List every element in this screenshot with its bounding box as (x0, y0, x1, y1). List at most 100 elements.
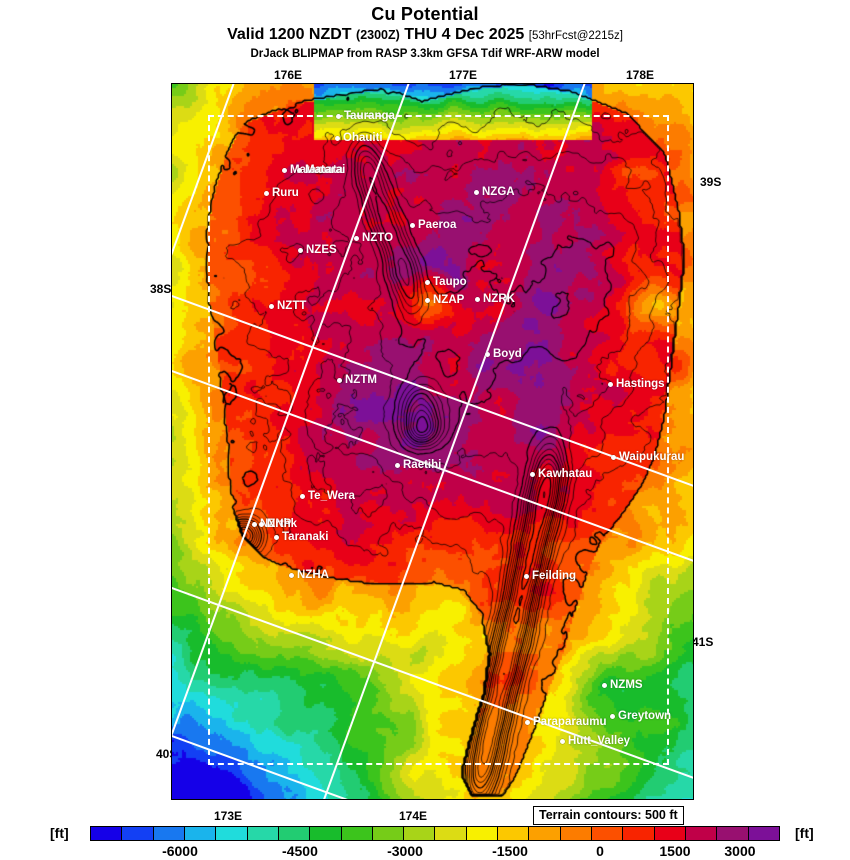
station-dot-icon (282, 168, 287, 173)
cu-potential-raster (172, 84, 693, 799)
station-label: NZTO (362, 232, 394, 244)
colorbar-unit-left: [ft] (50, 825, 69, 841)
colorbar-tick--3000: -3000 (387, 843, 423, 859)
colorbar-segment-21 (748, 827, 779, 840)
station-dot-icon (425, 298, 430, 303)
station-label: Feilding (532, 570, 577, 582)
colorbar-segment-13 (498, 827, 530, 840)
colorbar[interactable] (90, 826, 780, 841)
station-label: Tauranga (344, 110, 395, 122)
valid-time-prefix: Valid 1200 NZDT (227, 26, 352, 43)
station-dot-icon (264, 191, 269, 196)
colorbar-segment-10 (404, 827, 436, 840)
colorbar-segment-15 (560, 827, 592, 840)
station-label: Paeroa (418, 219, 457, 231)
valid-time-utc: (2300Z) (356, 28, 400, 42)
station-label: Taranaki (282, 531, 329, 543)
station-label: Taupo (433, 276, 467, 288)
model-domain-box (208, 115, 669, 765)
station-dot-icon (354, 236, 359, 241)
station-dot-icon (525, 720, 530, 725)
colorbar-segment-17 (623, 827, 655, 840)
station-label: Ruru (272, 187, 299, 199)
station-dot-icon (560, 739, 565, 744)
station-label: NZNP (260, 518, 292, 530)
map-plot-area[interactable]: Tauranga Ohauiti Matamata Matarai Ruru NZGA Pa… (171, 83, 694, 800)
colorbar-tick-3000: 3000 (724, 843, 756, 859)
model-subtitle: DrJack BLIPMAP from RASP 3.3km GFSA Tdif… (250, 48, 600, 60)
station-label: NZES (306, 244, 337, 256)
station-label: Matamata (290, 164, 344, 176)
station-dot-icon (336, 114, 341, 119)
lat-tick-39S-3: 39S (700, 175, 722, 189)
station-dot-icon (485, 352, 490, 357)
valid-date: THU 4 Dec 2025 (404, 26, 525, 43)
station-label: NZAP (433, 294, 465, 306)
station-dot-icon (610, 714, 615, 719)
colorbar-segment-0 (91, 827, 123, 840)
station-label: NZTM (345, 374, 377, 386)
station-label: NZMS (610, 679, 643, 691)
colorbar-tick--1500: -1500 (492, 843, 528, 859)
colorbar-tick--4500: -4500 (282, 843, 318, 859)
station-dot-icon (425, 280, 430, 285)
colorbar-unit-right: [ft] (795, 825, 814, 841)
lon-tick-173E-3: 173E (214, 809, 243, 823)
forecast-tag: [53hrFcst@2215z] (528, 30, 623, 42)
colorbar-segment-18 (654, 827, 686, 840)
colorbar-segment-6 (278, 827, 311, 840)
station-dot-icon (395, 463, 400, 468)
colorbar-segment-7 (310, 827, 342, 840)
page-title: Cu Potential (371, 4, 479, 24)
lon-tick-178E-2: 178E (626, 68, 655, 82)
station-label: Greytown (618, 710, 672, 722)
station-label: Hastings (616, 378, 665, 390)
lon-tick-177E-1: 177E (449, 68, 478, 82)
station-label: Waipukurau (619, 451, 685, 463)
title-block: Cu Potential Valid 1200 NZDT (2300Z) THU… (0, 0, 850, 61)
station-label: Ohauiti (343, 132, 383, 144)
colorbar-tick-1500: 1500 (659, 843, 691, 859)
station-label: NZTT (277, 300, 307, 312)
colorbar-segment-4 (216, 827, 248, 840)
station-label: Boyd (493, 348, 522, 360)
colorbar-segment-20 (717, 827, 749, 840)
colorbar-tick--6000: -6000 (162, 843, 198, 859)
colorbar-segment-19 (685, 827, 718, 840)
colorbar-segment-9 (372, 827, 405, 840)
station-dot-icon (337, 378, 342, 383)
colorbar-segment-3 (184, 827, 217, 840)
lon-tick-174E-4: 174E (399, 809, 428, 823)
station-label: Hutt_Valley (568, 735, 630, 747)
station-dot-icon (300, 494, 305, 499)
station-label: Raetihi (403, 459, 442, 471)
colorbar-segment-8 (341, 827, 373, 840)
lat-tick-38S-0: 38S (150, 282, 172, 296)
colorbar-tick-0: 0 (596, 843, 604, 859)
lat-tick-41S-5: 41S (692, 635, 714, 649)
station-dot-icon (298, 248, 303, 253)
colorbar-segment-1 (122, 827, 154, 840)
terrain-contour-note: Terrain contours: 500 ft (533, 806, 684, 825)
station-dot-icon (289, 573, 294, 578)
valid-time-line: Valid 1200 NZDT (2300Z) THU 4 Dec 2025 [… (0, 25, 850, 46)
station-dot-icon (410, 223, 415, 228)
station-dot-icon (274, 535, 279, 540)
colorbar-area: [ft] [ft] -6000 -4500 -3000 -1500 0 1500 3000 (0, 820, 850, 860)
station-label: NZRK (483, 293, 515, 305)
station-dot-icon (335, 136, 340, 141)
lon-tick-176E-0: 176E (274, 68, 303, 82)
station-dot-icon (259, 522, 264, 527)
station-label: NZHA (297, 569, 329, 581)
station-label: Matarai (305, 164, 346, 176)
colorbar-segment-14 (529, 827, 561, 840)
station-label: Te_Wera (308, 490, 355, 502)
station-dot-icon (297, 168, 302, 173)
station-label: NZGA (482, 186, 515, 198)
station-dot-icon (530, 472, 535, 477)
colorbar-segment-5 (247, 827, 279, 840)
station-dot-icon (475, 297, 480, 302)
station-dot-icon (269, 304, 274, 309)
station-dot-icon (252, 522, 257, 527)
colorbar-segment-2 (153, 827, 185, 840)
